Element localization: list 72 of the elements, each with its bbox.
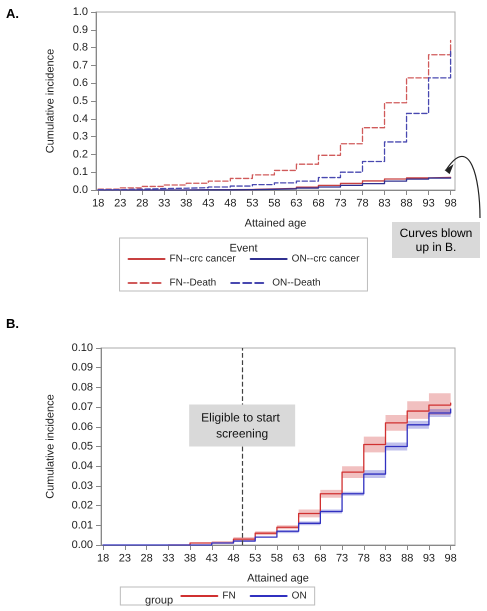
y-tick-label: 0.2 (72, 148, 88, 160)
y-tick-label: 0.8 (72, 42, 88, 54)
y-axis-title: Cumulative incidence (44, 48, 56, 154)
x-tick-label: 98 (444, 198, 457, 210)
legend-label: ON (292, 590, 307, 602)
x-tick-label: 68 (312, 198, 325, 210)
y-tick-label: 0.7 (72, 59, 88, 72)
x-tick-label: 28 (136, 198, 148, 210)
x-tick-label: 48 (224, 198, 236, 210)
x-tick-label: 23 (114, 198, 126, 210)
y-tick-label: 0.09 (72, 362, 93, 374)
x-tick-label: 48 (227, 552, 240, 564)
y-tick-label: 0.6 (72, 77, 88, 90)
x-tick-label: 38 (180, 198, 192, 210)
x-axis-title: Attained age (247, 572, 309, 584)
x-tick-label: 43 (202, 198, 214, 210)
x-tick-label: 88 (401, 552, 414, 564)
y-tick-label: 0.05 (72, 440, 93, 452)
legend-title: group (145, 594, 174, 606)
x-tick-label: 18 (92, 198, 104, 210)
x-tick-label: 63 (292, 552, 305, 564)
y-tick-label: 0.4 (72, 112, 88, 125)
legend-label: FN (222, 590, 236, 602)
y-tick-label: 0.03 (72, 480, 93, 492)
chart-title: B. (6, 316, 19, 331)
y-tick-label: 0.07 (72, 401, 93, 414)
y-tick-label: 0.08 (72, 381, 93, 394)
x-tick-label: 83 (379, 552, 392, 564)
legend-label: FN--crc cancer (170, 254, 236, 264)
x-tick-label: 43 (206, 552, 218, 564)
ref-line-label: Eligible to start screening (201, 410, 284, 440)
x-tick-label: 78 (358, 552, 370, 564)
x-tick-label: 58 (270, 552, 284, 564)
y-tick-label: 0.02 (72, 500, 93, 512)
legend-label: ON--Death (272, 278, 321, 288)
x-axis-title: Attained age (244, 218, 306, 230)
x-tick-label: 38 (184, 552, 196, 564)
legend-label: FN--Death (170, 278, 216, 288)
text: Curves blown up in B. (392, 222, 480, 258)
y-tick-label: 0.00 (72, 539, 93, 551)
x-tick-label: 88 (400, 198, 413, 210)
x-tick-label: 68 (314, 552, 326, 564)
y-tick-label: 0.01 (72, 519, 93, 532)
y-tick-label: 0.06 (72, 420, 93, 433)
x-tick-label: 93 (422, 198, 435, 210)
legend-title: Event (229, 242, 258, 254)
y-tick-label: 0.1 (72, 166, 88, 178)
y-tick-label: 0.3 (72, 130, 88, 143)
x-tick-label: 18 (97, 552, 110, 564)
chart-title: A. (6, 6, 19, 21)
y-tick-label: 0.5 (72, 95, 88, 107)
y-axis-title: Cumulative incidence (44, 394, 56, 499)
x-tick-label: 83 (378, 198, 391, 210)
x-tick-label: 73 (334, 198, 347, 210)
y-tick-label: 0.10 (72, 342, 93, 354)
y-tick-label: 0.9 (72, 24, 88, 36)
x-tick-label: 28 (140, 552, 153, 564)
x-tick-label: 98 (444, 552, 457, 564)
x-tick-label: 73 (336, 552, 348, 564)
y-tick-label: 0.04 (72, 460, 93, 472)
x-tick-label: 93 (422, 552, 436, 564)
x-tick-label: 78 (356, 198, 369, 210)
y-tick-label: 0.0 (72, 184, 88, 196)
x-tick-label: 33 (158, 198, 170, 210)
x-tick-label: 53 (249, 552, 262, 564)
x-tick-label: 63 (290, 198, 303, 210)
x-tick-label: 58 (268, 198, 281, 210)
x-tick-label: 53 (246, 198, 258, 210)
y-tick-label: 1.0 (72, 6, 88, 18)
legend-label: ON--crc cancer (292, 254, 360, 264)
x-tick-label: 23 (118, 552, 132, 564)
x-tick-label: 33 (162, 552, 174, 564)
